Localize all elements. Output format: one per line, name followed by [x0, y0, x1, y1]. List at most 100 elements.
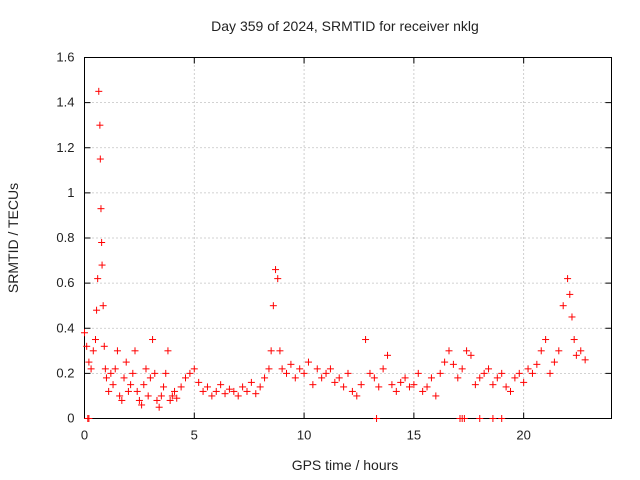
- data-point: [160, 383, 168, 391]
- data-point: [168, 392, 176, 400]
- data-point: [122, 358, 130, 366]
- data-point: [247, 378, 255, 386]
- data-point: [326, 365, 334, 373]
- data-point: [419, 387, 427, 395]
- data-point: [267, 347, 275, 355]
- data-point: [414, 369, 422, 377]
- x-tick-label: 10: [297, 428, 311, 443]
- data-point: [467, 351, 475, 359]
- data-point: [410, 381, 418, 389]
- data-point: [445, 347, 453, 355]
- data-point: [98, 261, 106, 269]
- data-point: [392, 387, 400, 395]
- data-point: [278, 365, 286, 373]
- data-point: [524, 365, 532, 373]
- data-point: [131, 347, 139, 355]
- data-point: [83, 342, 91, 350]
- data-point: [362, 336, 370, 344]
- data-point: [296, 365, 304, 373]
- x-tick-label: 5: [191, 428, 198, 443]
- y-tick-label: 0.6: [56, 275, 74, 290]
- data-point: [91, 336, 99, 344]
- data-point: [89, 347, 97, 355]
- data-point: [476, 374, 484, 382]
- data-point: [217, 381, 225, 389]
- data-point: [287, 360, 295, 368]
- data-point: [366, 369, 374, 377]
- data-point: [182, 374, 190, 382]
- data-point: [221, 390, 229, 398]
- y-tick-label: 1: [67, 185, 74, 200]
- data-point: [353, 392, 361, 400]
- data-point: [432, 392, 440, 400]
- data-point: [102, 374, 110, 382]
- data-point: [93, 306, 101, 314]
- data-point: [498, 369, 506, 377]
- data-point: [199, 387, 207, 395]
- data-point: [133, 387, 141, 395]
- data-point: [564, 275, 572, 283]
- data-point: [436, 369, 444, 377]
- data-point: [98, 239, 106, 247]
- data-point: [274, 275, 282, 283]
- data-point: [373, 415, 381, 422]
- data-point: [138, 401, 146, 409]
- data-point: [423, 383, 431, 391]
- data-point: [99, 302, 107, 310]
- data-point: [577, 347, 585, 355]
- y-tick-label: 0: [67, 411, 74, 426]
- data-point: [568, 313, 576, 321]
- y-tick-label: 0.2: [56, 365, 74, 380]
- data-point: [140, 381, 148, 389]
- data-point: [151, 369, 159, 377]
- data-point: [116, 392, 124, 400]
- data-point: [370, 374, 378, 382]
- data-point: [559, 302, 567, 310]
- data-point: [177, 383, 185, 391]
- data-point: [186, 369, 194, 377]
- x-tick-label: 15: [407, 428, 421, 443]
- data-point: [109, 381, 117, 389]
- data-point: [111, 365, 119, 373]
- data-point: [81, 329, 88, 337]
- data-point: [537, 347, 545, 355]
- data-point: [460, 415, 468, 422]
- data-point: [489, 381, 497, 389]
- data-point: [208, 392, 216, 400]
- plot-frame: [84, 57, 612, 419]
- data-point: [95, 87, 103, 95]
- data-point: [322, 369, 330, 377]
- data-point: [449, 360, 457, 368]
- data-point: [203, 383, 211, 391]
- data-point: [283, 369, 291, 377]
- data-point: [173, 394, 181, 402]
- data-point: [243, 387, 251, 395]
- data-point: [162, 369, 170, 377]
- data-point: [100, 342, 108, 350]
- data-point: [555, 347, 563, 355]
- data-point: [309, 381, 317, 389]
- data-point: [135, 396, 143, 404]
- data-point: [581, 356, 589, 364]
- data-point: [489, 415, 497, 422]
- data-point: [379, 365, 387, 373]
- data-point: [85, 415, 93, 422]
- data-point: [493, 374, 501, 382]
- data-point: [256, 383, 264, 391]
- data-point: [318, 374, 326, 382]
- y-tick-label: 1.6: [56, 50, 74, 65]
- data-point: [269, 302, 277, 310]
- data-point: [124, 387, 132, 395]
- data-point: [155, 403, 163, 411]
- x-tick-label: 0: [81, 428, 88, 443]
- data-point: [498, 415, 506, 422]
- data-point: [239, 383, 247, 391]
- x-tick-label: 20: [516, 428, 530, 443]
- data-points: [81, 87, 589, 422]
- data-point: [97, 205, 105, 213]
- data-point: [276, 347, 284, 355]
- y-tick-label: 1.2: [56, 140, 74, 155]
- data-point: [335, 374, 343, 382]
- data-point: [101, 365, 109, 373]
- data-point: [118, 396, 126, 404]
